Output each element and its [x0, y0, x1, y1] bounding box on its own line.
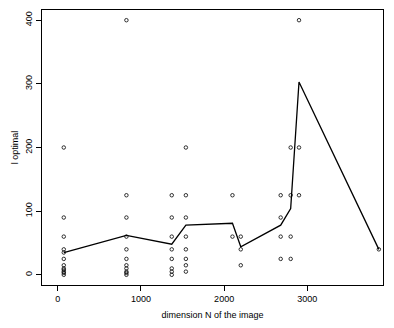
svg-text:dimension N of the image: dimension N of the image: [161, 310, 263, 320]
svg-text:200: 200: [24, 139, 34, 154]
svg-text:400: 400: [24, 11, 34, 26]
svg-text:1000: 1000: [131, 294, 151, 304]
svg-text:300: 300: [24, 75, 34, 90]
svg-text:l optimal: l optimal: [10, 131, 20, 165]
svg-text:100: 100: [24, 202, 34, 217]
svg-text:0: 0: [55, 294, 60, 304]
svg-text:2000: 2000: [214, 294, 234, 304]
svg-text:0: 0: [24, 271, 34, 276]
svg-text:3000: 3000: [297, 294, 317, 304]
